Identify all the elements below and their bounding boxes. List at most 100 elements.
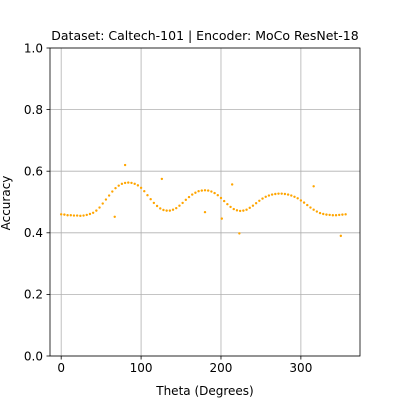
data-point [120,182,124,186]
data-point [88,212,92,216]
chart-title: Dataset: Caltech-101 | Encoder: MoCo Res… [51,28,358,43]
data-point [322,212,325,216]
y-tick-label: 0.0 [24,349,43,363]
data-point [160,177,164,181]
data-point [312,208,315,211]
data-point [210,190,213,193]
data-point [328,213,331,217]
data-point [318,211,322,215]
y-tick-label: 1.0 [24,41,43,55]
data-point [299,199,303,202]
x-tick-label: 100 [130,361,153,375]
data-point [302,201,306,204]
axes-frame [49,47,361,357]
data-point [136,184,140,187]
data-point [184,198,188,202]
data-point [127,181,130,184]
data-point [104,198,108,201]
data-point [123,181,127,185]
data-point [222,199,226,203]
data-point [66,214,69,217]
data-point [130,181,133,185]
data-point [232,207,235,211]
data-point [75,214,79,217]
y-tick-label: 0.2 [24,288,43,302]
data-point [339,234,343,238]
data-point [191,193,194,196]
data-point [187,195,191,199]
data-point [286,193,290,196]
x-axis-label: Theta (Degrees) [155,384,253,398]
data-point [95,209,98,212]
data-point [309,206,312,209]
data-point [79,214,82,218]
data-point [338,213,341,217]
data-point [159,207,162,210]
data-point [267,194,271,197]
data-point [264,195,267,198]
data-point [216,194,219,197]
data-point [165,209,168,212]
data-point [248,206,251,210]
y-tick-label: 0.8 [24,103,43,117]
data-point [82,214,85,217]
data-point [290,194,293,197]
data-point [91,211,95,214]
data-point [344,213,347,216]
y-tick-label: 0.6 [24,165,43,179]
data-point [59,213,63,216]
data-point [117,184,120,187]
data-point [325,213,328,216]
data-point [203,210,207,214]
data-point [245,208,248,211]
data-point [270,193,274,196]
data-point [113,215,116,218]
data-point [235,209,239,212]
data-point [123,163,127,167]
data-point [274,192,277,196]
data-point [213,191,216,195]
data-point [203,189,207,192]
x-tick-label: 0 [57,361,65,375]
data-point [197,190,200,193]
x-tick-label: 300 [289,361,312,375]
data-point [98,206,101,209]
data-point [181,201,184,205]
data-point [107,194,111,197]
y-tick-label: 0.4 [24,226,43,240]
data-point [254,202,258,205]
data-point [242,209,245,212]
data-point [315,210,319,213]
data-point [229,205,232,209]
data-point [306,203,309,207]
x-axis-ticks: 0 100 200 300 [57,356,312,375]
data-point [139,186,143,190]
data-point [175,206,178,210]
data-point [331,214,335,217]
data-point [312,185,315,188]
data-point [277,192,280,195]
data-point [155,204,159,208]
data-point [226,202,229,206]
data-point [238,232,241,235]
data-point [334,214,338,217]
data-point [152,201,156,205]
data-point [101,202,104,205]
data-point [194,191,197,194]
data-point [200,189,204,192]
data-point [149,198,152,201]
data-point [251,204,255,207]
data-point [171,208,175,211]
data-point [111,190,114,193]
data-point [146,194,149,197]
data-point [341,213,344,216]
data-point [293,195,296,198]
data-point [206,189,210,192]
data-point [133,182,136,186]
data-point [238,209,242,213]
data-point [283,192,287,196]
data-point [114,186,117,190]
